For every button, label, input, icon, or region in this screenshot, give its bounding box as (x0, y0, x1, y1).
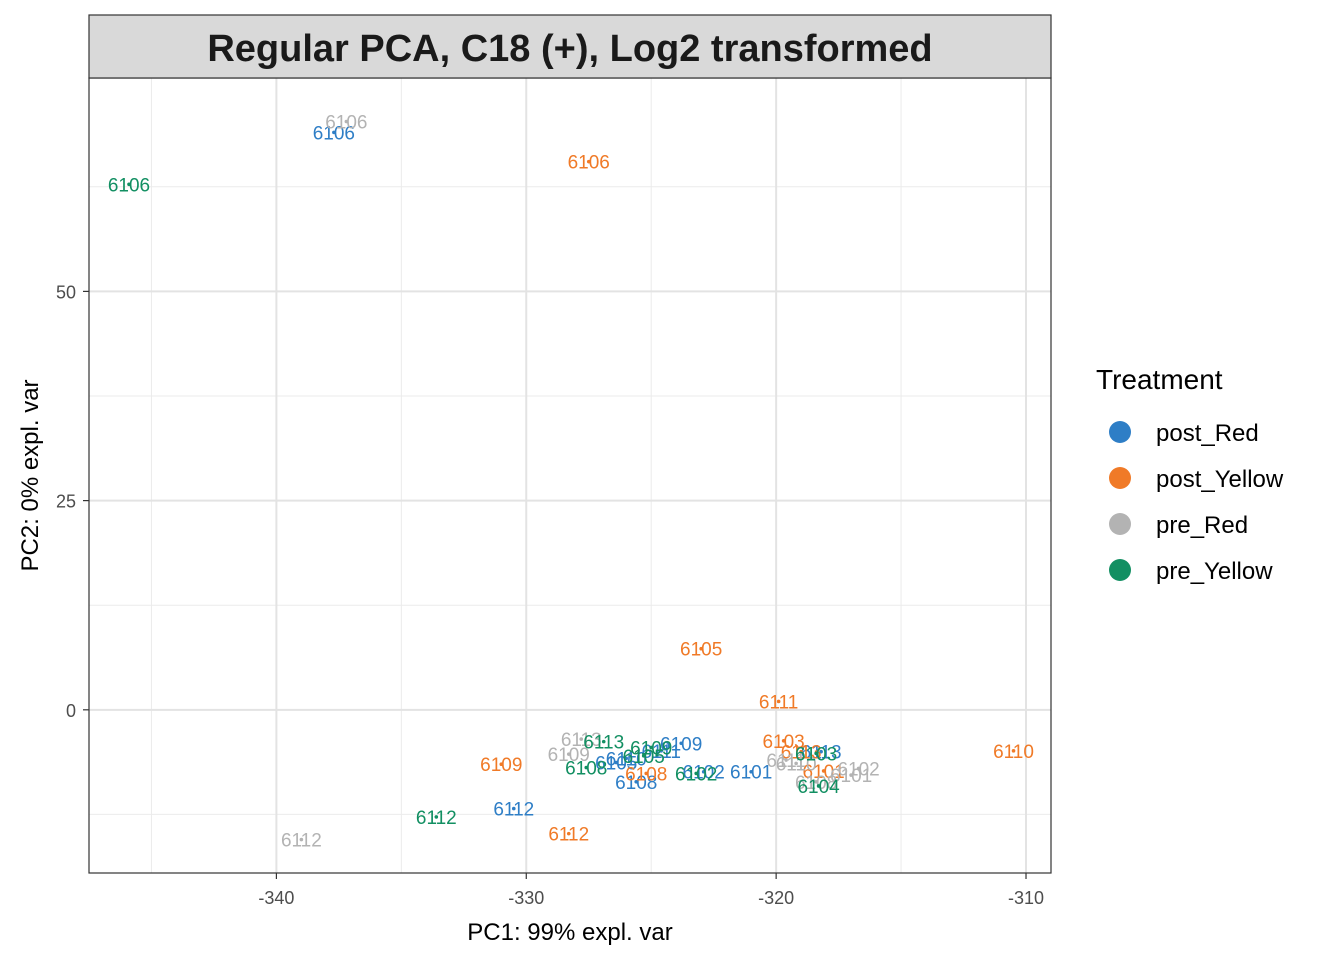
legend-label: post_Yellow (1156, 466, 1284, 493)
data-point (299, 837, 304, 842)
data-point (566, 831, 571, 836)
data-point (614, 760, 619, 765)
data-point (641, 754, 646, 758)
y-tick-label: 0 (66, 701, 76, 721)
legend-key (1109, 467, 1131, 489)
data-point (511, 806, 516, 811)
data-point (584, 765, 589, 770)
data-point (499, 762, 504, 767)
data-point (749, 769, 753, 774)
data-point (127, 182, 131, 187)
data-point (701, 769, 706, 774)
title-strip: Regular PCA, C18 (+), Log2 transformed (88, 14, 1052, 79)
data-point (601, 739, 606, 744)
data-point (332, 130, 336, 135)
data-point (344, 119, 349, 124)
data-point (849, 773, 853, 777)
data-point (699, 646, 703, 651)
data-point (814, 751, 818, 756)
legend-key (1109, 513, 1131, 535)
x-tick-label: -310 (1008, 888, 1044, 908)
x-axis-title: PC1: 99% expl. var (467, 919, 672, 946)
data-point (819, 749, 823, 754)
data-point (814, 779, 818, 784)
data-point (799, 749, 803, 754)
legend: Treatment post_Red post_Yellow pre_Red pre_… (1096, 364, 1284, 585)
data-point (649, 745, 654, 750)
legend-key (1109, 421, 1131, 443)
legend-key (1109, 559, 1131, 581)
axis-ticks: -340 -330 -320 -310 0 25 50 (56, 282, 1044, 908)
data-points: 6106610961116110610561086102610161136112… (108, 113, 1034, 852)
data-point (434, 815, 439, 819)
data-point (781, 738, 786, 743)
data-point (694, 771, 698, 776)
legend-title: Treatment (1096, 364, 1223, 395)
legend-label: post_Red (1156, 420, 1259, 447)
y-tick-label: 25 (56, 492, 76, 512)
data-point (816, 784, 821, 788)
data-point (624, 756, 629, 761)
data-point (644, 771, 649, 776)
data-point (794, 761, 798, 766)
x-tick-label: -330 (508, 888, 544, 908)
x-tick-label: -340 (258, 888, 294, 908)
chart-title: Regular PCA, C18 (+), Log2 transformed (207, 28, 932, 70)
data-point (784, 758, 788, 762)
y-tick-label: 50 (56, 282, 76, 302)
data-point (856, 766, 861, 771)
data-point (586, 159, 591, 164)
legend-label: pre_Yellow (1156, 558, 1273, 585)
title-strip-background (88, 14, 1052, 79)
data-point (566, 752, 571, 756)
data-point (579, 737, 584, 741)
data-point (1011, 749, 1016, 753)
minor-gridlines (89, 78, 1051, 873)
x-tick-label: -320 (758, 888, 794, 908)
data-point (634, 779, 639, 784)
y-axis-title: PC2: 0% expl. var (17, 379, 44, 571)
data-point (821, 769, 826, 773)
data-point (776, 699, 781, 704)
data-point (659, 749, 664, 753)
legend-label: pre_Red (1156, 512, 1248, 539)
major-gridlines (89, 78, 1051, 873)
data-point (679, 741, 683, 746)
